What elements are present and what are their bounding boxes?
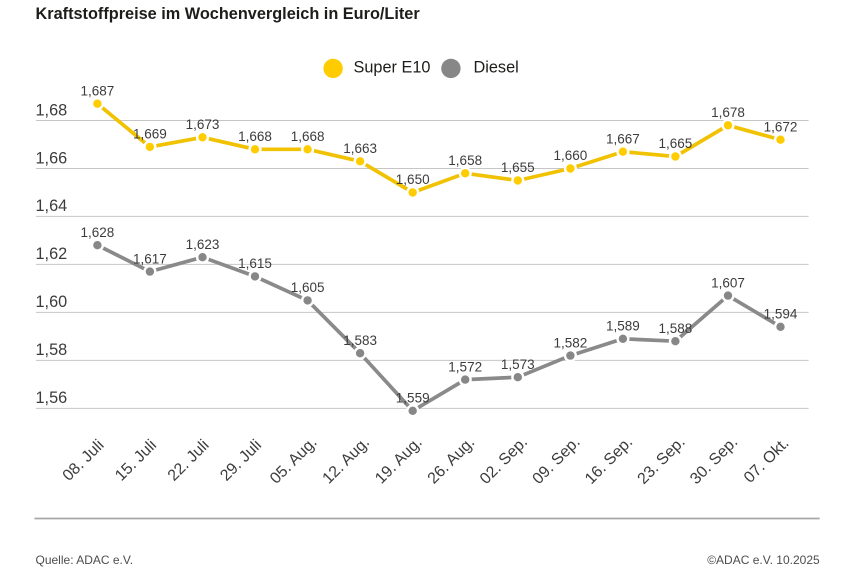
- svg-text:1,668: 1,668: [291, 129, 325, 144]
- svg-text:©ADAC e.V. 10.2025: ©ADAC e.V. 10.2025: [707, 553, 820, 567]
- svg-text:1,62: 1,62: [36, 245, 68, 263]
- svg-text:1,66: 1,66: [36, 149, 68, 167]
- svg-text:1,605: 1,605: [291, 280, 325, 295]
- svg-text:Diesel: Diesel: [474, 59, 519, 77]
- svg-text:1,623: 1,623: [186, 237, 220, 252]
- svg-text:1,665: 1,665: [659, 136, 693, 151]
- svg-text:Quelle: ADAC e.V.: Quelle: ADAC e.V.: [36, 553, 134, 567]
- svg-text:1,678: 1,678: [711, 105, 745, 120]
- svg-text:1,663: 1,663: [343, 141, 377, 156]
- svg-text:Kraftstoffpreise im Wochenverg: Kraftstoffpreise im Wochenvergleich in E…: [36, 5, 421, 23]
- svg-text:1,655: 1,655: [501, 160, 535, 175]
- svg-text:1,617: 1,617: [133, 251, 167, 266]
- svg-text:1,68: 1,68: [36, 101, 68, 119]
- svg-text:1,573: 1,573: [501, 357, 535, 372]
- svg-text:1,64: 1,64: [36, 197, 68, 215]
- svg-text:1,559: 1,559: [396, 391, 430, 406]
- svg-text:1,650: 1,650: [396, 172, 430, 187]
- svg-text:1,56: 1,56: [36, 389, 68, 407]
- svg-text:1,669: 1,669: [133, 127, 167, 142]
- svg-text:1,60: 1,60: [36, 293, 68, 311]
- svg-text:1,589: 1,589: [606, 319, 640, 334]
- svg-text:1,687: 1,687: [81, 83, 115, 98]
- svg-text:1,658: 1,658: [448, 153, 482, 168]
- svg-text:1,582: 1,582: [554, 335, 588, 350]
- svg-text:1,672: 1,672: [764, 119, 798, 134]
- svg-text:1,667: 1,667: [606, 131, 640, 146]
- svg-text:1,673: 1,673: [186, 117, 220, 132]
- svg-text:1,628: 1,628: [81, 225, 115, 240]
- svg-text:1,58: 1,58: [36, 341, 68, 359]
- svg-text:1,660: 1,660: [554, 148, 588, 163]
- svg-text:1,607: 1,607: [711, 275, 745, 290]
- svg-text:1,583: 1,583: [343, 333, 377, 348]
- svg-text:1,588: 1,588: [659, 321, 693, 336]
- svg-text:1,594: 1,594: [764, 307, 798, 322]
- svg-text:1,572: 1,572: [448, 359, 482, 374]
- svg-text:Super E10: Super E10: [354, 59, 431, 77]
- svg-text:1,668: 1,668: [238, 129, 272, 144]
- svg-text:1,615: 1,615: [238, 256, 272, 271]
